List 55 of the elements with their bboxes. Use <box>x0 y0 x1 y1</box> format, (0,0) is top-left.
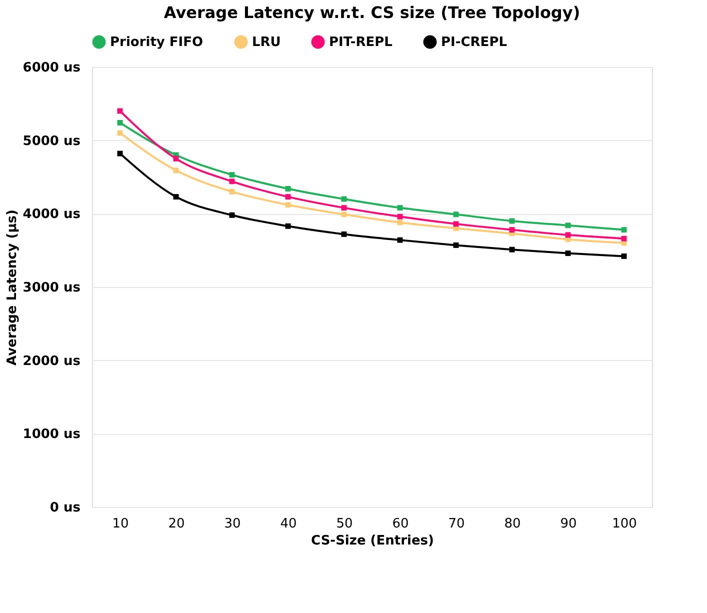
point <box>565 222 571 228</box>
point <box>229 172 235 178</box>
x-tick-label: 70 <box>448 516 465 532</box>
point <box>173 194 179 200</box>
point <box>341 212 347 218</box>
y-tick-label: 1000 us <box>22 427 81 442</box>
point <box>453 221 459 227</box>
point <box>397 237 403 243</box>
legend-label: PI-CREPL <box>441 35 508 50</box>
chart-title: Average Latency w.r.t. CS size (Tree Topology) <box>164 3 580 22</box>
point <box>341 205 347 211</box>
x-tick-label: 100 <box>612 516 637 532</box>
y-axis-title: Average Latency (µs) <box>4 210 20 366</box>
x-tick-label: 50 <box>336 516 353 532</box>
point <box>285 186 291 192</box>
x-axis-title: CS-Size (Entries) <box>311 534 434 548</box>
point <box>397 205 403 211</box>
y-tick-label: 4000 us <box>22 207 81 222</box>
y-tick-label: 0 us <box>50 500 81 516</box>
point <box>341 231 347 237</box>
point <box>229 188 235 194</box>
point <box>229 212 235 218</box>
point <box>509 227 515 233</box>
x-tick-label: 60 <box>392 516 409 532</box>
y-tick-label: 3000 us <box>22 280 81 296</box>
point <box>453 212 459 218</box>
point <box>397 214 403 220</box>
legend-label: LRU <box>252 35 281 50</box>
point <box>285 194 291 200</box>
point <box>229 178 235 184</box>
x-tick-label: 30 <box>224 516 241 532</box>
point <box>621 227 627 233</box>
legend-label: PIT-REPL <box>329 35 392 50</box>
point <box>173 168 179 174</box>
x-tick-label: 20 <box>168 516 185 532</box>
point <box>117 150 123 156</box>
point <box>285 202 291 208</box>
y-tick-label: 2000 us <box>22 354 81 369</box>
x-tick-label: 80 <box>504 516 521 532</box>
point <box>565 250 571 256</box>
y-tick-label: 5000 us <box>22 134 81 149</box>
x-tick-label: 40 <box>280 516 297 532</box>
legend-label: Priority FIFO <box>110 35 204 50</box>
point <box>285 223 291 229</box>
point <box>117 120 123 126</box>
point <box>621 253 627 259</box>
point <box>509 246 515 252</box>
x-tick-label: 90 <box>560 516 577 532</box>
y-tick-label: 6000 us <box>22 60 81 76</box>
point <box>621 236 627 242</box>
point <box>565 232 571 238</box>
point <box>397 220 403 226</box>
point <box>453 242 459 248</box>
x-tick-label: 10 <box>112 516 129 532</box>
point <box>173 156 179 162</box>
